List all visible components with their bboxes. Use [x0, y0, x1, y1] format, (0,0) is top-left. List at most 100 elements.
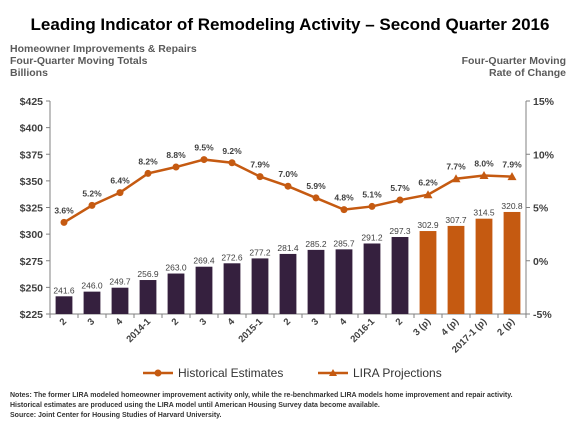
- historical-point: [228, 159, 236, 167]
- bar-value-label: 269.4: [193, 256, 215, 266]
- x-tick-label: 4: [114, 316, 126, 328]
- right-tick-label: 5%: [533, 203, 549, 215]
- right-tick-label: 15%: [533, 96, 555, 108]
- bar: [251, 258, 269, 314]
- point-value-label: 7.9%: [502, 160, 522, 170]
- left-axis-title: Homeowner Improvements & Repairs Four-Qu…: [10, 43, 197, 79]
- bar-value-label: 246.0: [81, 281, 103, 291]
- projection-point: [451, 174, 461, 183]
- bar-value-label: 291.2: [361, 232, 383, 242]
- bar: [55, 296, 73, 314]
- left-tick-label: $400: [20, 123, 44, 135]
- notes-line-3: Source: Joint Center for Housing Studies…: [10, 412, 222, 419]
- point-value-label: 8.2%: [138, 156, 158, 166]
- legend: Historical Estimates LIRA Projections: [143, 366, 442, 380]
- x-tick-label: 2015-1: [236, 316, 265, 345]
- historical-point: [396, 196, 404, 204]
- left-axis-title-line-1: Homeowner Improvements & Repairs: [10, 43, 197, 55]
- bar: [111, 287, 129, 314]
- legend-historical-marker: [154, 369, 162, 377]
- point-value-label: 9.2%: [222, 146, 242, 156]
- x-tick-label: 4 (p): [439, 316, 461, 338]
- historical-point: [256, 173, 264, 181]
- x-tick-label: 3: [198, 316, 210, 328]
- point-value-label: 8.0%: [474, 159, 494, 169]
- notes: Notes: The former LIRA modeled homeowner…: [10, 392, 513, 419]
- right-tick-label: -5%: [533, 309, 552, 321]
- chart-title: Leading Indicator of Remodeling Activity…: [31, 15, 550, 34]
- right-tick-label: 0%: [533, 256, 549, 268]
- historical-point: [88, 201, 96, 209]
- x-tick-label: 3: [86, 316, 98, 328]
- historical-point: [284, 182, 292, 190]
- bar-value-label: 285.2: [305, 239, 327, 249]
- bar: [223, 263, 241, 314]
- legend-projection-label: LIRA Projections: [353, 366, 442, 380]
- x-tick-label: 2: [170, 316, 182, 328]
- bar-value-label: 241.6: [53, 285, 75, 295]
- point-value-label: 5.9%: [306, 181, 326, 191]
- bar-value-label: 256.9: [137, 269, 159, 279]
- bar-value-label: 263.0: [165, 263, 187, 273]
- notes-line-1: Notes: The former LIRA modeled homeowner…: [10, 392, 513, 399]
- historical-point: [312, 194, 320, 202]
- x-tick-label: 3 (p): [411, 316, 433, 338]
- right-tick-label: 10%: [533, 149, 555, 161]
- left-tick-label: $375: [20, 149, 44, 161]
- right-axis-title-line-1: Four-Quarter Moving: [462, 55, 566, 67]
- bar-value-label: 314.5: [473, 208, 495, 218]
- historical-point: [144, 169, 152, 177]
- bar-value-label: 281.4: [277, 243, 299, 253]
- point-value-label: 6.2%: [418, 178, 438, 188]
- bar-value-label: 249.7: [109, 277, 131, 287]
- legend-item-historical: Historical Estimates: [143, 366, 283, 380]
- historical-line: [63, 158, 401, 224]
- point-value-label: 9.5%: [194, 143, 214, 153]
- legend-historical-label: Historical Estimates: [178, 366, 283, 380]
- point-value-label: 7.0%: [278, 169, 298, 179]
- left-tick-label: $225: [20, 309, 44, 321]
- historical-point: [340, 206, 348, 214]
- projection-point: [479, 171, 489, 180]
- x-tick-label: 2: [282, 316, 294, 328]
- projection-point: [423, 190, 433, 199]
- bar: [475, 218, 493, 314]
- bar: [391, 237, 409, 314]
- point-value-label: 6.4%: [110, 176, 130, 186]
- bar-value-label: 297.3: [389, 226, 411, 236]
- bar: [83, 291, 101, 314]
- projection-point: [507, 172, 517, 181]
- x-tick-label: 2 (p): [495, 316, 517, 338]
- bar-value-label: 307.7: [445, 215, 467, 225]
- point-value-label: 7.9%: [250, 160, 270, 170]
- bar: [363, 243, 381, 314]
- historical-point: [172, 163, 180, 171]
- bar: [419, 231, 437, 314]
- left-tick-label: $325: [20, 203, 44, 215]
- point-value-label: 8.8%: [166, 150, 186, 160]
- point-value-label: 5.2%: [82, 188, 102, 198]
- legend-projection-marker: [329, 369, 337, 376]
- bar: [167, 273, 185, 314]
- x-tick-label: 3: [310, 316, 322, 328]
- point-value-label: 4.8%: [334, 193, 354, 203]
- left-tick-label: $350: [20, 176, 44, 188]
- bar: [307, 249, 325, 314]
- x-tick-label: 4: [338, 316, 350, 328]
- x-tick-label: 4: [226, 316, 238, 328]
- bar-value-label: 285.7: [333, 238, 355, 248]
- historical-point: [200, 156, 208, 164]
- left-tick-label: $275: [20, 256, 44, 268]
- left-axis-title-line-3: Billions: [10, 67, 48, 79]
- x-tick-label: 2: [58, 316, 70, 328]
- x-tick-label: 2: [394, 316, 406, 328]
- x-tick-label: 2016-1: [348, 316, 377, 345]
- left-axis-title-line-2: Four-Quarter Moving Totals: [10, 55, 148, 67]
- bar: [335, 249, 353, 314]
- notes-line-2: Historical estimates are produced using …: [10, 402, 380, 409]
- x-tick-label: 2014-1: [124, 316, 153, 345]
- plot-area: $225 $250 $275 $300 $325 $350 $375 $400 $425 -5% 0…: [20, 96, 555, 355]
- right-axis-title: Four-Quarter Moving Rate of Change: [462, 55, 567, 79]
- bar-value-label: 302.9: [417, 220, 439, 230]
